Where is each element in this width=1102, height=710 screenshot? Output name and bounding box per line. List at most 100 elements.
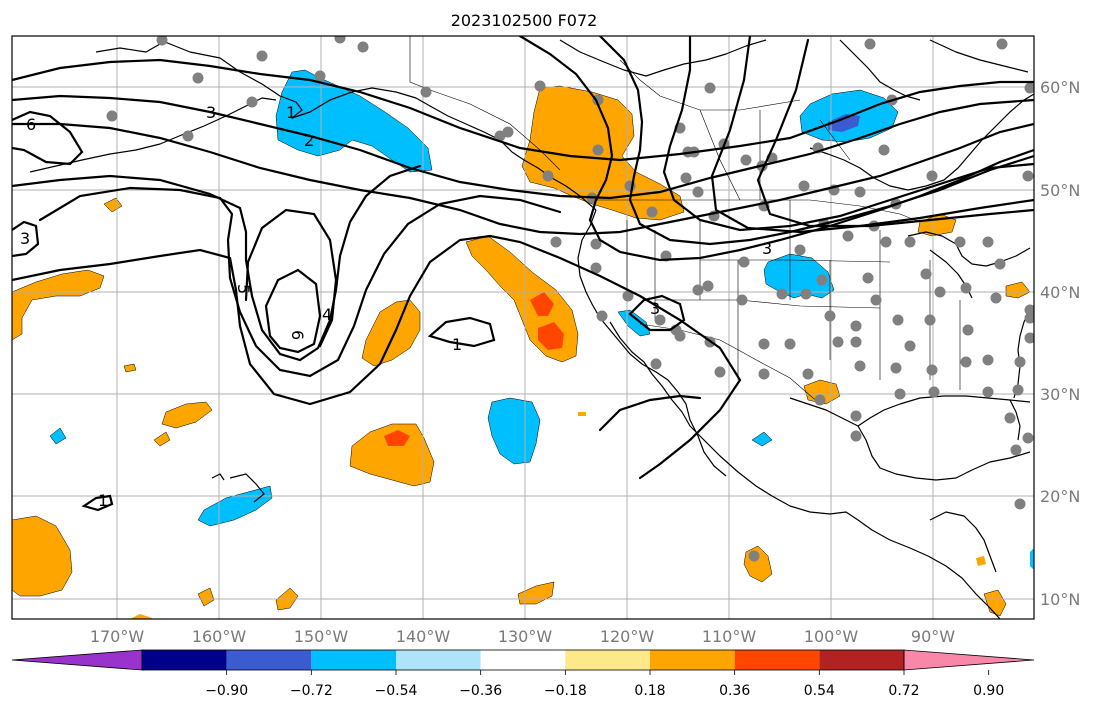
contour-label: 2 bbox=[304, 131, 314, 150]
contour-label: 3 bbox=[650, 299, 660, 318]
border-canada-us bbox=[596, 199, 921, 223]
map-border bbox=[11, 35, 1035, 620]
anomaly-shading bbox=[12, 69, 1034, 619]
station-dot bbox=[704, 82, 716, 94]
station-dot bbox=[960, 282, 972, 294]
anomaly-area-positive-pacific-north bbox=[361, 299, 421, 367]
station-dot bbox=[550, 236, 562, 248]
station-dot bbox=[738, 256, 750, 268]
station-dot bbox=[1022, 170, 1034, 182]
contour-label: 1 bbox=[452, 335, 462, 354]
station-dot bbox=[692, 186, 704, 198]
station-dot bbox=[592, 144, 604, 156]
colorbar-segment bbox=[226, 650, 312, 670]
map-title: 2023102500 F072 bbox=[451, 11, 598, 30]
lon-tick-label: 170°W bbox=[90, 627, 145, 646]
station-dot bbox=[904, 340, 916, 352]
border-us-mexico bbox=[639, 323, 819, 403]
station-markers bbox=[106, 36, 1034, 562]
station-dot bbox=[736, 294, 748, 306]
anomaly-area-strong-positive-pacific-mid bbox=[384, 430, 410, 446]
colorbar-segment bbox=[396, 650, 481, 670]
station-dot bbox=[854, 360, 866, 372]
contour-line bbox=[12, 94, 1034, 200]
contour-label: 1 bbox=[286, 103, 296, 122]
station-dot bbox=[1014, 356, 1026, 368]
political-borders bbox=[409, 36, 961, 403]
station-dot bbox=[996, 38, 1008, 50]
station-dot bbox=[590, 238, 602, 250]
station-dot bbox=[928, 386, 940, 398]
colorbar-tick-label: −0.36 bbox=[459, 683, 502, 699]
station-dot bbox=[702, 280, 714, 292]
colorbar-segment bbox=[650, 650, 735, 670]
station-dot bbox=[182, 130, 194, 142]
station-dot bbox=[816, 274, 828, 286]
colorbar-tick-label: 0.18 bbox=[634, 683, 665, 699]
lon-tick-label: 100°W bbox=[804, 627, 859, 646]
lat-tick-label: 10°N bbox=[1040, 590, 1080, 609]
station-dot bbox=[798, 180, 810, 192]
station-dot bbox=[824, 310, 836, 322]
contour-line bbox=[12, 164, 422, 362]
coastline-hudson-bay bbox=[809, 93, 1034, 191]
anomaly-area-positive-pacnw bbox=[521, 85, 685, 221]
contour-line bbox=[12, 122, 1034, 236]
station-dot bbox=[854, 186, 866, 198]
anomaly-area-negative-plains bbox=[763, 253, 835, 299]
station-dot bbox=[256, 50, 268, 62]
anomaly-area-strong-positive-california bbox=[530, 292, 564, 350]
station-dot bbox=[1022, 432, 1034, 444]
station-dot bbox=[990, 292, 1002, 304]
station-dot bbox=[794, 244, 806, 256]
station-dot bbox=[784, 338, 796, 350]
station-dot bbox=[314, 70, 326, 82]
colorbar-segment bbox=[142, 650, 227, 670]
station-dot bbox=[832, 336, 844, 348]
contour-line bbox=[662, 36, 1034, 232]
station-dot bbox=[864, 38, 876, 50]
colorbar-tick-label: −0.54 bbox=[375, 683, 418, 699]
station-dot bbox=[994, 258, 1006, 270]
station-dot bbox=[870, 294, 882, 306]
station-dot bbox=[1024, 82, 1034, 94]
contour-label: 1 bbox=[98, 491, 108, 510]
anomaly-area-positive-pacific-mid bbox=[349, 423, 435, 487]
contour-line bbox=[628, 294, 686, 332]
station-dot bbox=[680, 172, 692, 184]
contour-line bbox=[38, 186, 562, 378]
lat-tick-label: 40°N bbox=[1040, 283, 1080, 302]
colorbar-tick-label: −0.18 bbox=[544, 683, 587, 699]
station-dot bbox=[776, 288, 788, 300]
contour-label: 3 bbox=[20, 229, 30, 248]
colorbar-segment-extend-min bbox=[11, 649, 143, 671]
station-dot bbox=[1024, 312, 1034, 324]
station-dot bbox=[1014, 498, 1026, 510]
station-dot bbox=[650, 358, 662, 370]
contour-line bbox=[12, 110, 84, 166]
station-dot bbox=[920, 268, 932, 280]
station-dot bbox=[714, 366, 726, 378]
lat-tick-label: 60°N bbox=[1040, 78, 1080, 97]
contour-line bbox=[12, 220, 40, 258]
coastline-us-east bbox=[1013, 309, 1031, 399]
contour-label: 6 bbox=[288, 330, 307, 340]
station-dot bbox=[982, 354, 994, 366]
station-dot bbox=[1010, 444, 1022, 456]
station-dot bbox=[534, 80, 546, 92]
colorbar-tick-label: 0.90 bbox=[973, 683, 1004, 699]
station-dot bbox=[850, 320, 862, 332]
colorbar-segment bbox=[819, 650, 904, 670]
contour-line bbox=[12, 234, 742, 480]
colorbar-outline bbox=[141, 649, 905, 671]
station-dot bbox=[420, 86, 432, 98]
station-dot bbox=[542, 170, 554, 182]
station-dot bbox=[880, 236, 892, 248]
colorbar-segment-extend-max bbox=[903, 649, 1035, 671]
station-dot bbox=[850, 336, 862, 348]
station-dot bbox=[334, 36, 346, 44]
lon-tick-label: 120°W bbox=[600, 627, 655, 646]
anomaly-area-negative-baja bbox=[617, 309, 651, 337]
station-dot bbox=[156, 36, 168, 46]
contour-line bbox=[427, 316, 496, 348]
